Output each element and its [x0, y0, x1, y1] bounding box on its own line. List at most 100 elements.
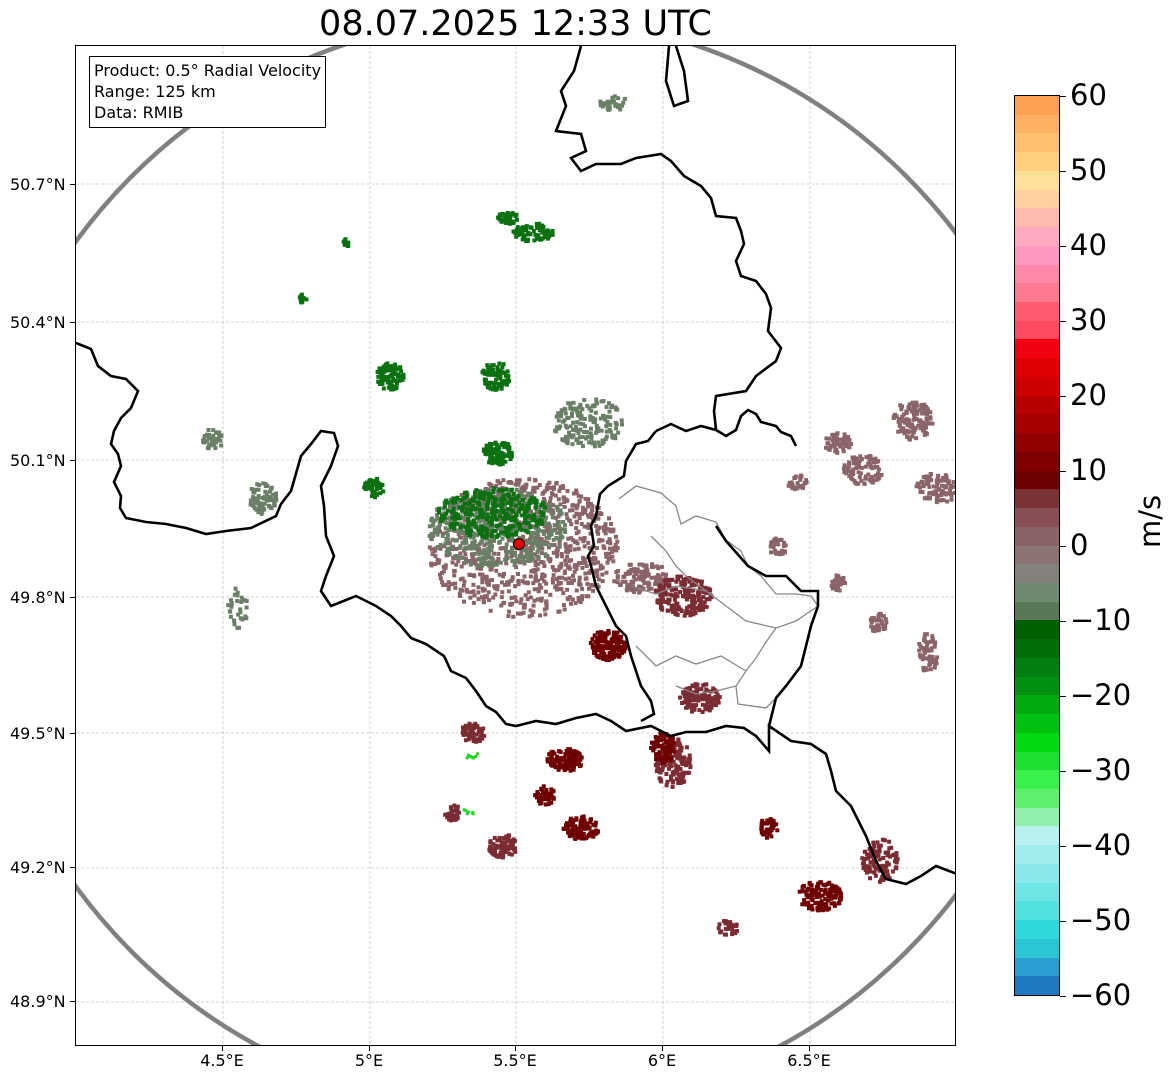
- echo-cell: [599, 630, 604, 635]
- echo-cell: [480, 505, 485, 510]
- echo-cell: [583, 507, 588, 512]
- echo-cell: [516, 481, 521, 485]
- echo-cell: [608, 555, 613, 560]
- echo-cell: [229, 598, 233, 603]
- lat-label-49-8: 49.8°N: [10, 588, 66, 607]
- echo-cell: [478, 490, 483, 495]
- echo-cell: [442, 514, 447, 519]
- echo-cell: [551, 789, 556, 794]
- colorbar-segment: [1015, 788, 1059, 809]
- colorbar-segment: [1015, 714, 1059, 734]
- echo-cell: [450, 537, 455, 542]
- echo-cell: [466, 559, 471, 563]
- echo-cell: [501, 362, 506, 367]
- echo-cell: [607, 106, 612, 111]
- echo-cell: [577, 579, 582, 584]
- echo-cell: [686, 577, 690, 582]
- echo-cell: [244, 599, 249, 603]
- echo-cell: [580, 561, 585, 565]
- echo-cell: [453, 556, 458, 561]
- echo-cell: [577, 753, 582, 758]
- echo-cell: [834, 447, 839, 452]
- echo-cell: [930, 634, 935, 639]
- echo-cell: [443, 812, 448, 817]
- echo-cell: [841, 449, 846, 454]
- echo-cell: [587, 526, 592, 530]
- echo-cell: [663, 591, 668, 596]
- echo-cell: [954, 482, 955, 487]
- echo-cell: [897, 423, 902, 428]
- echo-cell: [444, 511, 449, 516]
- echo-cell: [844, 444, 849, 449]
- echo-cell: [560, 437, 565, 442]
- echo-cell: [708, 587, 713, 592]
- echo-cell: [554, 754, 559, 759]
- echo-cell: [205, 438, 210, 443]
- echo-cell: [928, 491, 932, 496]
- echo-cell: [615, 580, 620, 585]
- echo-cell: [537, 583, 542, 588]
- echo-cell: [700, 702, 705, 707]
- echo-cell: [484, 594, 489, 599]
- echo-cell: [841, 466, 846, 471]
- echo-cell: [843, 441, 848, 446]
- echo-cell: [569, 579, 574, 584]
- echo-cell: [925, 408, 930, 412]
- echo-cell: [896, 419, 901, 424]
- echo-cell: [927, 654, 932, 659]
- echo-cell: [514, 478, 519, 483]
- echo-cell: [711, 702, 716, 706]
- echo-cell: [662, 742, 667, 747]
- echo-cell: [563, 497, 568, 502]
- echo-cell: [561, 591, 566, 596]
- echo-cell: [849, 442, 853, 446]
- echo-cell: [531, 557, 536, 562]
- echo-cell: [934, 661, 939, 666]
- echo-cell: [684, 745, 689, 750]
- echo-cell: [565, 489, 570, 493]
- echo-cell: [875, 465, 880, 470]
- echo-cell: [438, 529, 442, 534]
- echo-cell: [435, 530, 439, 535]
- echo-cell: [496, 556, 501, 561]
- echo-cell: [868, 860, 873, 865]
- echo-cell: [535, 525, 540, 530]
- echo-cell: [578, 595, 583, 600]
- echo-cell: [445, 516, 450, 521]
- echo-cell: [470, 755, 474, 759]
- echo-cell: [663, 575, 668, 580]
- echo-cell: [530, 552, 535, 557]
- echo-cell: [592, 650, 597, 655]
- echo-cell: [612, 94, 617, 99]
- echo-cell: [595, 630, 600, 635]
- echo-cell: [492, 850, 497, 855]
- echo-cell: [492, 551, 496, 556]
- echo-cell: [370, 485, 375, 490]
- echo-cell: [614, 638, 619, 643]
- echo-cell: [828, 445, 833, 450]
- echo-cell: [452, 521, 457, 526]
- echo-cell: [581, 816, 586, 821]
- echo-cell: [636, 569, 641, 574]
- echo-cell: [375, 492, 379, 497]
- echo-cell: [873, 873, 878, 878]
- echo-cell: [514, 231, 519, 236]
- echo-cell: [490, 495, 495, 500]
- echo-cell: [202, 434, 207, 438]
- echo-cell: [790, 483, 795, 488]
- echo-cell: [480, 572, 485, 577]
- echo-cell: [717, 922, 722, 927]
- echo-cell: [435, 516, 440, 521]
- echo-cell: [273, 493, 277, 498]
- echo-cell: [580, 586, 585, 591]
- echo-cell: [503, 582, 507, 587]
- echo-cell: [459, 493, 464, 497]
- echo-cell: [555, 551, 560, 556]
- echo-cell: [535, 790, 540, 795]
- echo-cell: [837, 588, 842, 593]
- echo-cell: [788, 481, 793, 486]
- echo-cell: [931, 484, 936, 489]
- echo-cell: [546, 533, 551, 538]
- echo-cell: [614, 534, 618, 539]
- echo-cell: [571, 538, 576, 543]
